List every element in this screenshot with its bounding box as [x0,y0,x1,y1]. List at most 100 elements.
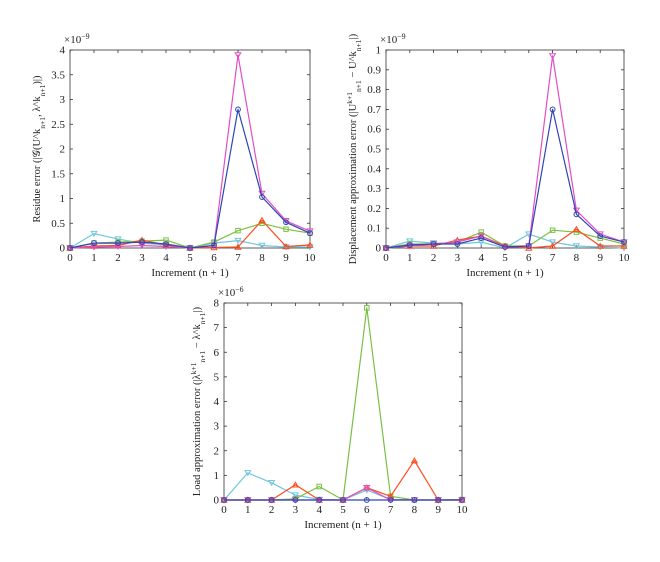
y-tick-label: 0.3 [367,183,381,195]
data-point [429,240,438,247]
data-point [267,480,276,487]
data-point [291,481,300,488]
y-axis-multiplier: ×10−9 [380,32,406,47]
y-tick-label: 3 [214,421,220,433]
data-point [621,239,627,245]
data-point [234,52,242,59]
plot-area-frame [385,49,625,249]
data-point [259,194,265,200]
x-tick-label: 3 [293,504,299,516]
x-tick-label: 1 [245,504,251,516]
data-point [292,497,299,503]
y-tick-label: 0.8 [367,84,381,96]
x-tick-label: 2 [269,504,275,516]
data-point [115,240,121,246]
x-tick-label: 0 [383,252,389,264]
y-tick-label: 0.9 [367,64,381,76]
x-tick-label: 2 [115,252,121,264]
data-point [268,497,275,503]
data-point [573,211,580,218]
x-tick-label: 4 [163,252,169,264]
data-point [459,497,465,503]
y-tick-label: 4 [60,45,66,57]
y-tick-label: 0.5 [51,218,65,230]
series-line [69,222,311,249]
data-point [387,497,394,503]
data-point [316,497,323,503]
y-tick-label: 3.5 [51,69,65,81]
x-tick-label: 0 [67,252,73,264]
data-point [114,236,122,243]
data-point [258,216,266,224]
y-axis-label: Displacement approximation error (|Uk+1n… [345,33,363,264]
x-tick-label: 6 [211,252,217,264]
x-tick-label: 8 [574,252,580,264]
x-tick-label: 8 [259,252,265,264]
data-point [67,245,73,251]
y-tick-label: 0 [60,243,66,255]
y-tick-label: 0.7 [367,104,381,116]
data-point [138,242,146,250]
x-tick-label: 5 [502,252,508,264]
data-point [620,242,628,249]
x-tick-label: 4 [478,252,484,264]
series-line [224,460,462,501]
data-point [316,483,322,490]
displacement-error-chart: 00.10.20.30.40.50.60.70.80.910 1 2 3 4 5 6 7 8 9 1… [345,32,631,280]
y-axis-label: Residue error (|𝒢(U^kn+1, λ^kn+1)|) [32,75,47,223]
series-4 [383,106,627,251]
y-axis-multiplier: ×10−9 [64,32,90,47]
data-point [90,242,98,249]
x-tick-label: 1 [407,252,413,264]
data-point [258,242,266,250]
series-line [385,55,625,249]
data-point [572,225,581,232]
data-point [244,497,251,503]
x-tick-label: 9 [283,252,289,264]
data-point [90,230,98,238]
data-point [621,241,627,247]
data-point [283,219,289,226]
x-tick-label: 0 [221,504,227,516]
y-tick-label: 0.4 [367,163,381,175]
x-axis-label: Increment (n + 1) [151,267,229,279]
series-3 [382,53,628,252]
y-tick-label: 7 [214,322,220,334]
data-point [291,492,300,499]
y-tick-label: 0 [376,243,382,255]
x-axis-label: Increment (n + 1) [304,519,382,531]
data-point [597,233,604,240]
data-point [363,497,370,503]
y-tick-label: 8 [214,298,220,310]
x-tick-label: 9 [597,252,603,264]
load-error-chart: 0 1 2 3 4 5 6 7 8 0 1 2 3 4 5 6 7 8 9 10 ×10−6 Increment (n +… [189,285,469,532]
plot-area-frame [223,302,463,501]
data-point [383,245,389,251]
data-point [139,239,145,245]
series-3 [66,52,314,252]
data-point [187,245,193,251]
data-point [235,106,241,113]
data-point [306,241,314,248]
data-point [502,244,508,250]
x-tick-label: 3 [455,252,461,264]
data-point [91,240,97,246]
plot-area-frame [69,49,311,249]
data-point [477,239,485,246]
data-point [548,242,557,249]
data-point [386,492,395,500]
x-tick-label: 10 [457,504,469,516]
y-axis-label: Load approximation error (|λk+1n+1 − λ^k… [189,306,207,496]
y-tick-label: 2.5 [51,119,65,131]
data-point [548,239,557,246]
data-point [364,305,370,311]
y-tick-label: 0.5 [367,144,381,156]
y-tick-label: 0.1 [367,223,381,235]
data-point [572,243,581,250]
data-point [114,243,122,251]
y-tick-label: 2 [60,144,66,156]
data-point [163,241,169,247]
data-point [221,497,227,503]
x-tick-label: 10 [619,252,631,264]
